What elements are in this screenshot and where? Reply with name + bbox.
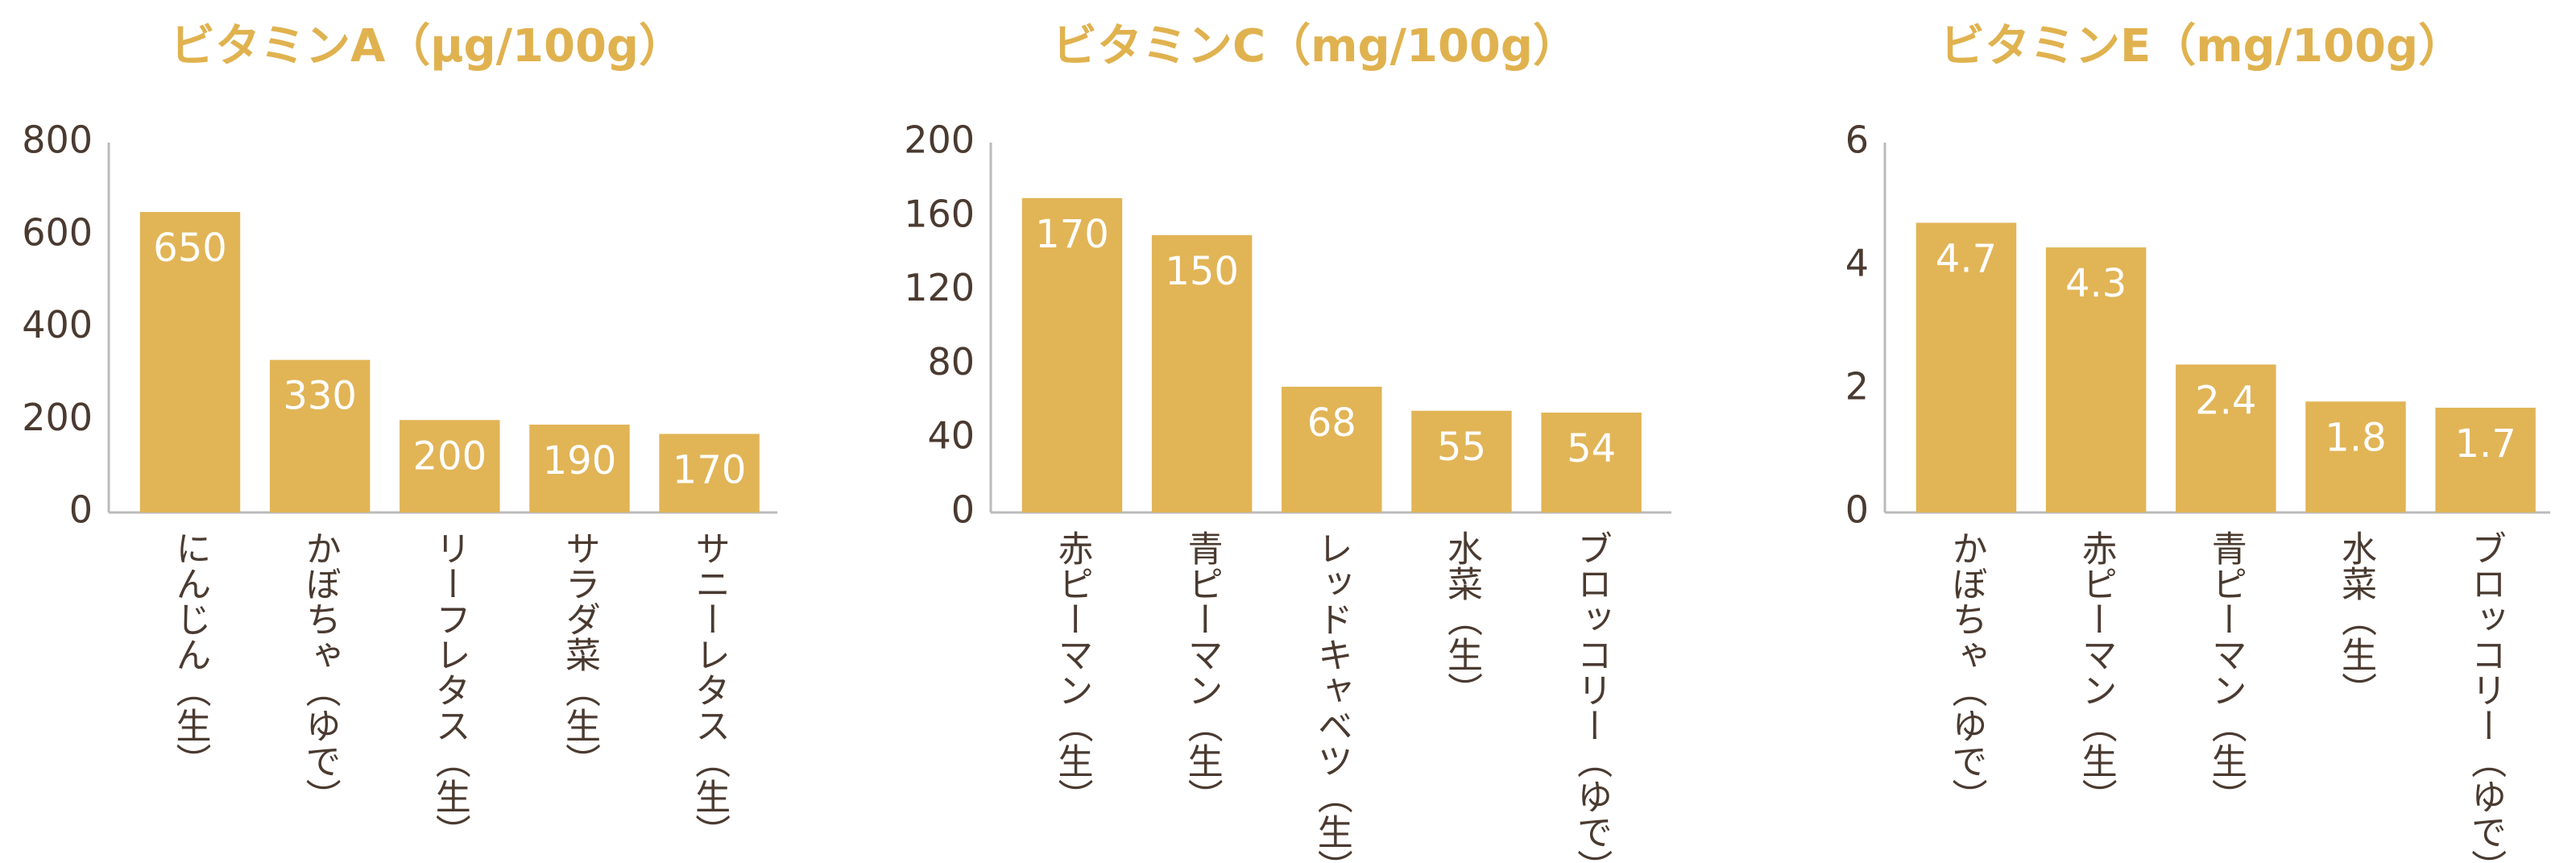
value-label: 650 <box>153 226 227 271</box>
value-label: 4.7 <box>1936 236 1997 281</box>
x-tick-label: かぼちゃ（ゆで） <box>300 530 341 814</box>
x-tick-label: サラダ菜（生） <box>559 530 600 778</box>
value-label: 150 <box>1165 249 1239 294</box>
x-tick-label: にんじん（生） <box>169 530 210 778</box>
x-tick-label: 赤ピーマン（生） <box>2076 530 2117 814</box>
y-tick-label: 200 <box>904 118 975 162</box>
x-tick-label: サニーレタス（生） <box>689 530 730 849</box>
x-tick-label: ブロッコリー（ゆで） <box>2465 530 2506 863</box>
x-tick-label: 水菜（生） <box>1441 530 1482 707</box>
y-tick-label: 80 <box>927 340 975 384</box>
y-tick-label: 0 <box>1845 488 1869 532</box>
x-tick-label: 赤ピーマン（生） <box>1051 530 1092 814</box>
bar <box>1282 386 1382 512</box>
value-label: 2.4 <box>2195 378 2256 423</box>
bar <box>1021 197 1123 512</box>
y-tick-label: 6 <box>1845 118 1869 162</box>
y-tick-label: 40 <box>927 414 975 458</box>
y-tick-label: 4 <box>1845 242 1869 285</box>
x-tick-label: 青ピーマン（生） <box>2205 530 2247 814</box>
y-tick-label: 600 <box>22 210 93 254</box>
bar <box>2176 364 2276 512</box>
bar <box>1541 413 1642 512</box>
value-label: 54 <box>1567 426 1616 471</box>
y-tick-label: 120 <box>904 266 975 309</box>
x-tick-label: リーフレタス（生） <box>429 530 470 849</box>
chart-title: ビタミンE（mg/100g） <box>1940 20 2463 73</box>
bar <box>269 359 371 512</box>
bar <box>1411 410 1512 512</box>
value-label: 4.3 <box>2065 261 2127 306</box>
bar <box>1915 222 2017 512</box>
value-label: 170 <box>1035 212 1109 257</box>
x-tick-label: 青ピーマン（生） <box>1182 530 1223 814</box>
value-label: 1.8 <box>2325 415 2386 460</box>
bar <box>2045 247 2147 512</box>
bar <box>2435 407 2536 512</box>
y-tick-label: 0 <box>69 488 93 532</box>
x-tick-label: レッドキャベツ（生） <box>1311 530 1352 863</box>
y-tick-label: 400 <box>22 303 93 346</box>
value-label: 68 <box>1307 400 1356 446</box>
x-tick-label: 水菜（生） <box>2335 530 2376 707</box>
value-label: 55 <box>1437 425 1486 470</box>
y-tick-label: 2 <box>1845 365 1869 409</box>
value-label: 200 <box>412 434 487 479</box>
bar <box>529 424 630 512</box>
value-label: 190 <box>543 438 617 483</box>
y-tick-label: 160 <box>904 192 975 235</box>
bar <box>659 434 760 512</box>
value-label: 170 <box>673 447 747 492</box>
value-label: 1.7 <box>2454 421 2516 467</box>
value-label: 330 <box>283 374 357 419</box>
bar <box>139 212 241 512</box>
bar <box>2305 401 2406 512</box>
chart-title: ビタミンA（μg/100g） <box>170 20 684 73</box>
chart-title: ビタミンC（mg/100g） <box>1052 20 1578 73</box>
bar <box>1151 234 1253 512</box>
bar <box>400 420 500 512</box>
x-tick-label: かぼちゃ（ゆで） <box>1945 530 1986 814</box>
y-tick-label: 0 <box>951 488 975 532</box>
x-tick-label: ブロッコリー（ゆで） <box>1571 530 1612 863</box>
y-tick-label: 800 <box>22 118 93 162</box>
y-tick-label: 200 <box>22 396 93 439</box>
